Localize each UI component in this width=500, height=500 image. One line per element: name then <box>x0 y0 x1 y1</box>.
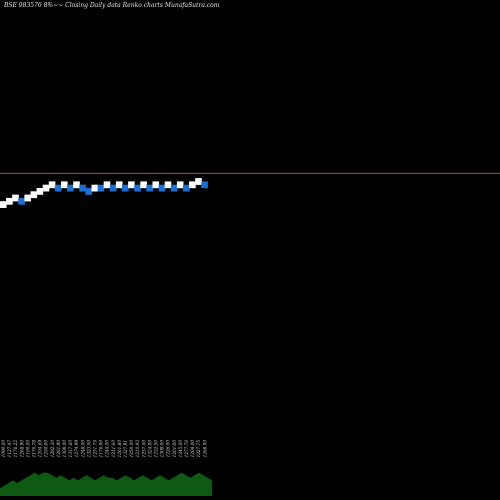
x-tick-label: 1323.00 <box>86 440 91 458</box>
renko-brick <box>183 184 190 192</box>
renko-brick <box>189 181 196 189</box>
chart-title: BSE 983576 8%~~ Closing Daily data Renko… <box>3 2 220 9</box>
x-tick-label: 1268.00 <box>202 440 207 458</box>
renko-brick <box>103 181 111 189</box>
x-tick-label: 1317.60 <box>68 440 73 458</box>
x-tick-label: 1251.75 <box>93 440 98 458</box>
x-tick-label: 1245.00 <box>178 440 183 458</box>
renko-brick <box>36 188 44 195</box>
renko-brick <box>134 184 141 192</box>
x-tick-label: 1274.99 <box>74 440 79 458</box>
renko-brick <box>30 191 38 199</box>
x-tick-label: 1211.60 <box>111 440 116 458</box>
renko-brick <box>140 181 147 189</box>
x-tick-label: 1308.00 <box>160 440 165 458</box>
x-tick-label: 1308.00 <box>62 440 67 458</box>
renko-brick <box>67 184 74 192</box>
renko-brick <box>152 181 160 189</box>
x-axis-labels: 1090.00 1127.47 1176.22 1268.90 1100.00 1176.… <box>1 440 207 458</box>
x-tick-label: 1261.90 <box>56 440 61 458</box>
renko-brick <box>61 181 68 189</box>
renko-brick <box>97 184 105 192</box>
renko-brick <box>54 184 62 192</box>
x-tick-label: 1277.76 <box>184 440 189 458</box>
x-tick-label: 1210.93 <box>135 440 140 458</box>
x-tick-label: 1204.69 <box>38 440 43 458</box>
volume-series <box>0 472 212 496</box>
x-tick-label: 1244.00 <box>105 440 110 458</box>
x-tick-label: 1257.00 <box>141 440 146 458</box>
x-tick-label: 1176.22 <box>13 440 18 458</box>
x-tick-label: 1292.30 <box>50 440 55 458</box>
x-tick-label: 1268.90 <box>19 440 24 458</box>
renko-brick <box>109 184 117 192</box>
x-tick-label: 1248.00 <box>80 440 85 458</box>
renko-brick <box>18 197 25 205</box>
renko-brick <box>158 184 166 192</box>
renko-brick <box>170 184 178 192</box>
renko-brick <box>91 184 99 192</box>
x-tick-label: 1176.78 <box>32 440 37 458</box>
renko-brick <box>73 181 80 189</box>
renko-brick <box>48 181 56 189</box>
renko-brick <box>201 181 208 189</box>
x-tick-label: 1227.75 <box>196 440 201 458</box>
x-tick-label: 1201.00 <box>172 440 177 458</box>
x-tick-label: 1250.00 <box>129 440 134 458</box>
x-tick-label: 1204.00 <box>190 440 195 458</box>
renko-brick <box>24 194 31 202</box>
renko-brick <box>6 197 13 205</box>
renko-brick <box>164 181 172 189</box>
x-tick-label: 1226.00 <box>166 440 171 458</box>
x-tick-label: 1100.00 <box>25 440 30 458</box>
x-tick-label: 1324.00 <box>147 440 152 458</box>
renko-brick <box>85 188 92 195</box>
x-tick-label: 1261.80 <box>117 440 122 458</box>
x-tick-label: 1090.00 <box>1 440 6 458</box>
renko-brick <box>146 184 153 192</box>
renko-brick <box>115 181 123 189</box>
renko-brick <box>176 181 184 189</box>
renko-brick <box>0 201 7 208</box>
renko-brick <box>128 181 135 189</box>
x-tick-label: 1127.47 <box>7 440 12 458</box>
renko-brick <box>195 178 202 185</box>
renko-brick <box>12 194 19 202</box>
x-tick-label: 1327.91 <box>123 440 128 457</box>
renko-brick <box>79 184 86 192</box>
x-tick-label: 1232.50 <box>154 440 159 458</box>
x-tick-label: 1250.00 <box>44 440 49 458</box>
renko-brick <box>122 184 129 192</box>
renko-bricks <box>0 178 208 208</box>
x-tick-label: 1176.90 <box>99 440 104 458</box>
volume-area <box>0 472 212 496</box>
renko-brick <box>42 184 50 192</box>
